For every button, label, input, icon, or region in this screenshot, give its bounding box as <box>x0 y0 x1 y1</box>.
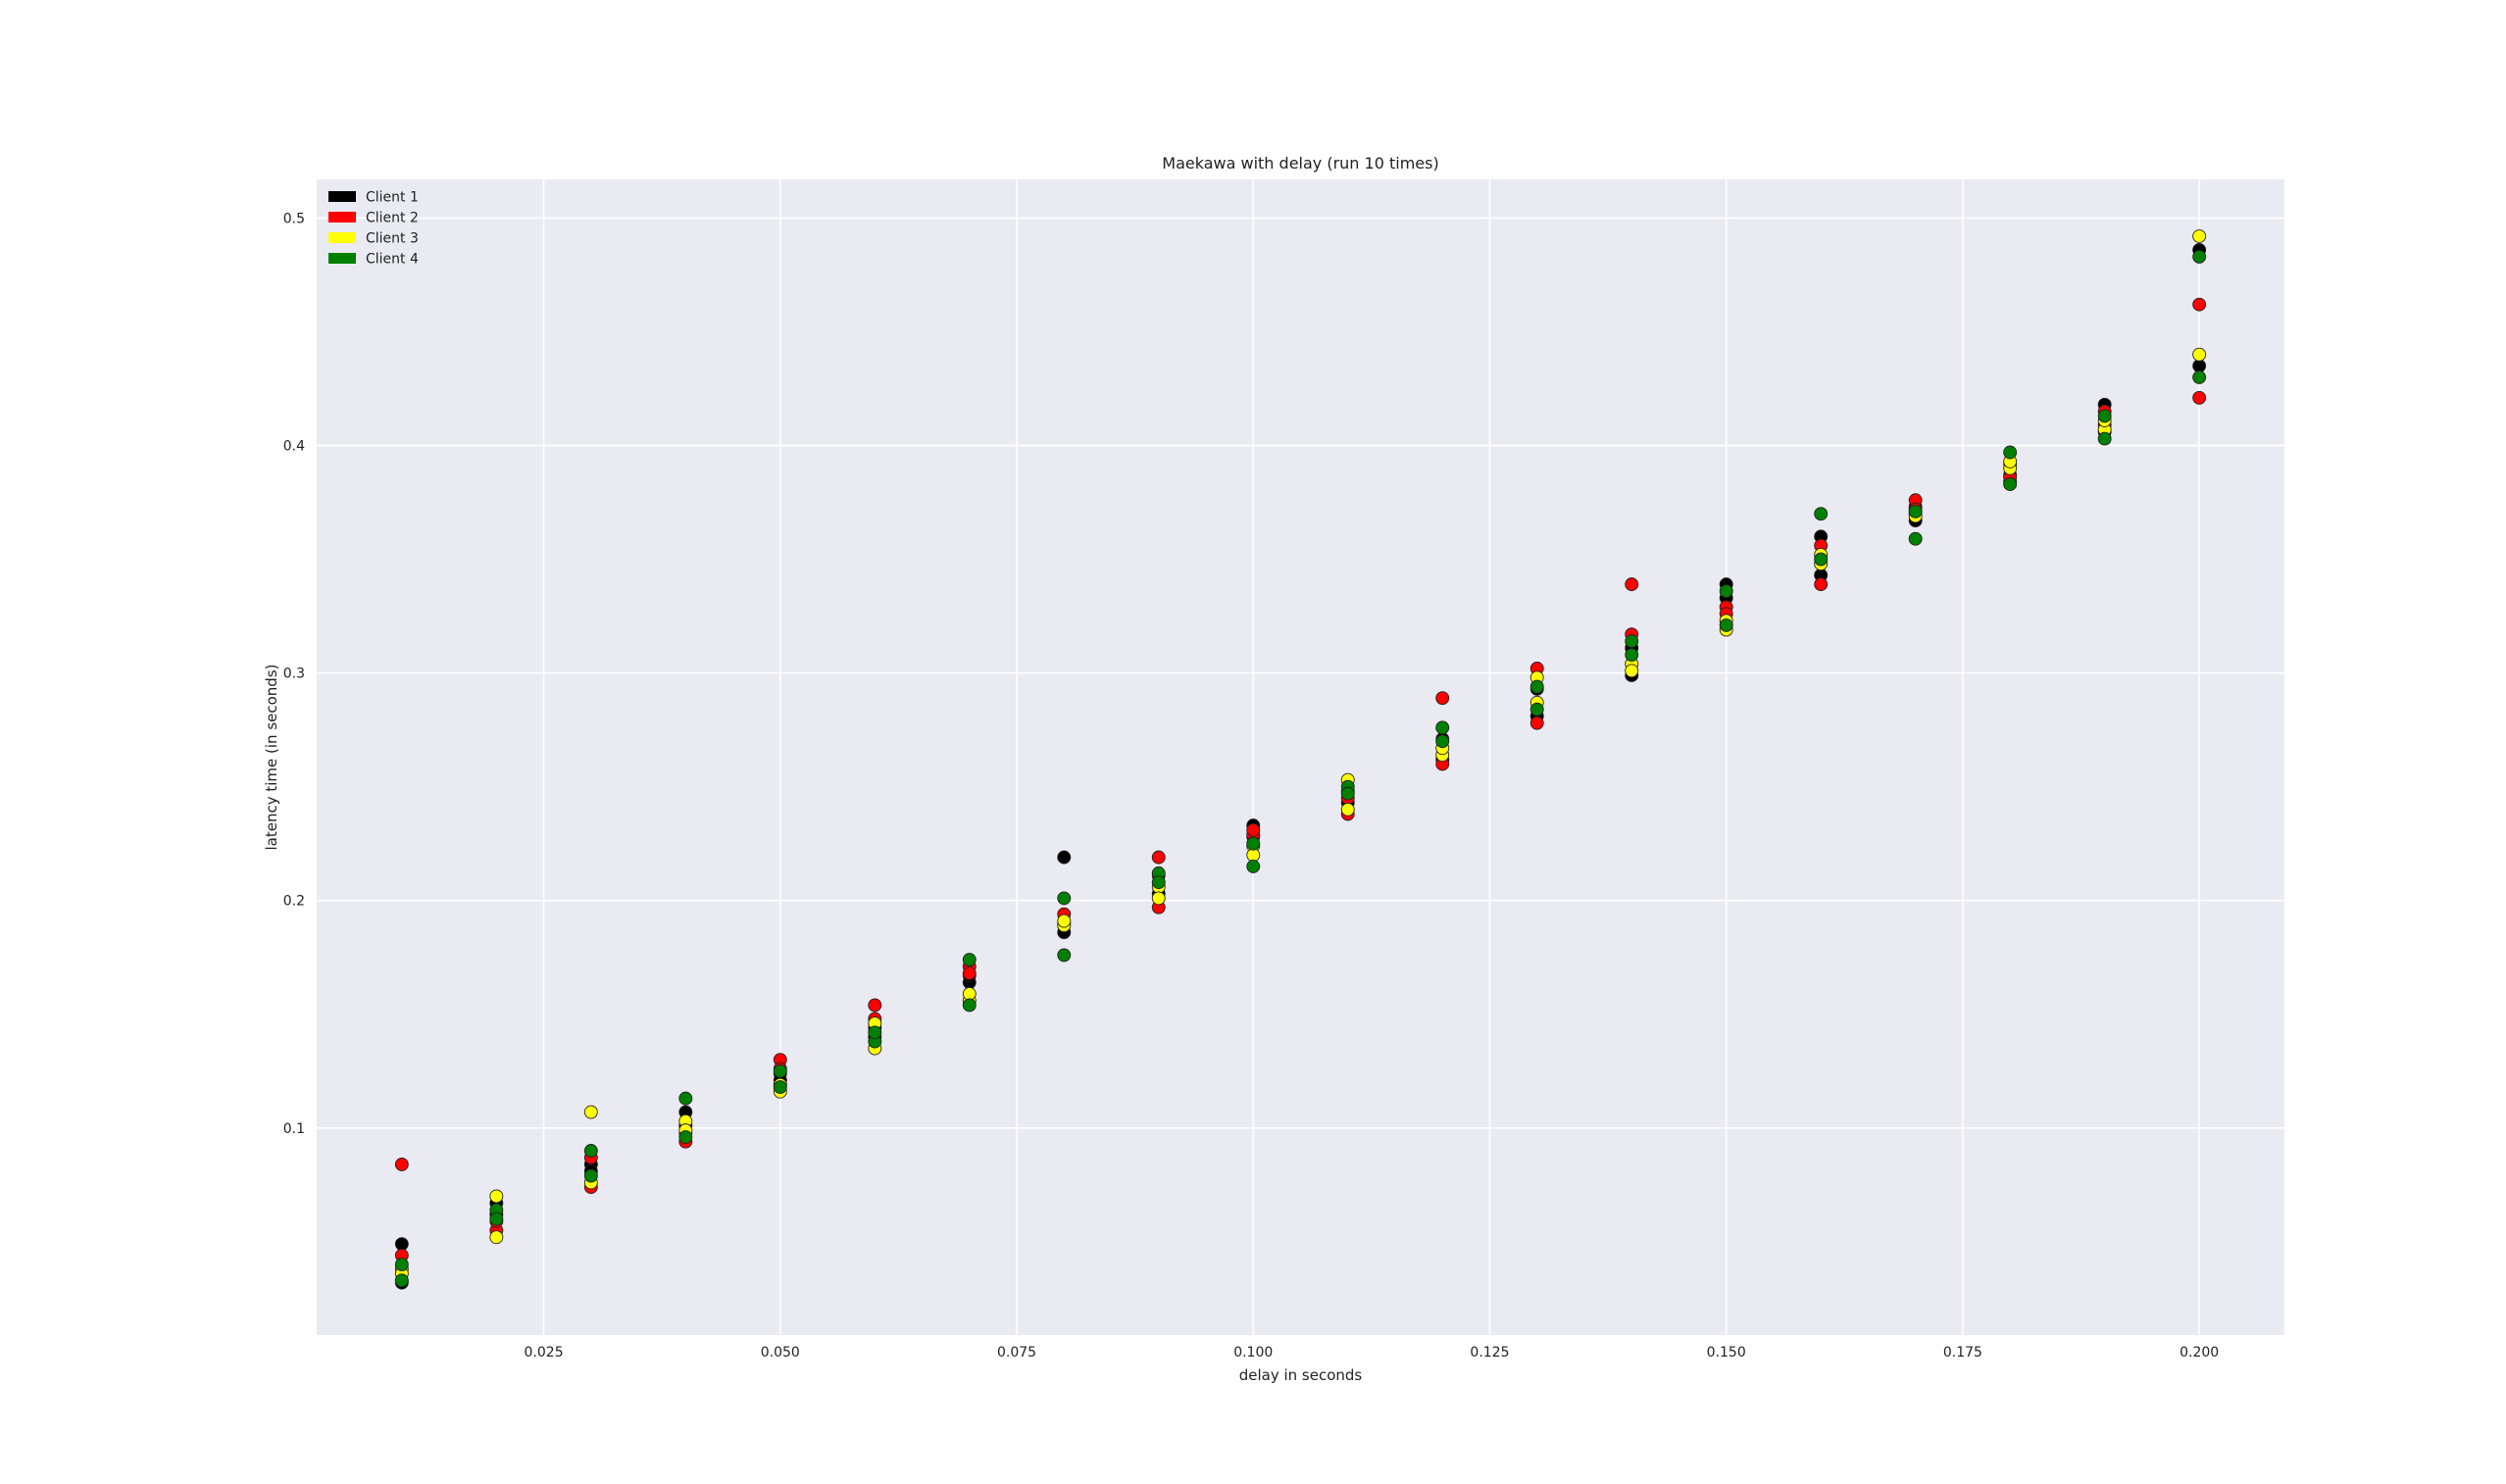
x-tick-label: 0.150 <box>1707 1345 1746 1360</box>
y-axis-label: latency time (in seconds) <box>263 665 280 851</box>
y-axis-ticks: 0.1 0.2 0.3 0.4 0.5 <box>283 211 305 1136</box>
x-tick-label: 0.025 <box>525 1345 564 1360</box>
data-point <box>583 1168 598 1183</box>
data-point <box>394 1237 409 1252</box>
data-point <box>1057 948 1072 963</box>
data-point <box>868 1025 882 1040</box>
data-point <box>583 1144 598 1158</box>
data-point <box>1814 507 1829 521</box>
y-tick-label: 0.3 <box>283 667 305 682</box>
x-tick-label: 0.050 <box>761 1345 800 1360</box>
legend-swatch <box>328 253 356 264</box>
plot-area <box>317 179 2284 1335</box>
data-point <box>1625 634 1639 649</box>
data-point <box>1814 577 1829 592</box>
data-point <box>1719 584 1733 599</box>
data-point <box>2192 347 2207 362</box>
legend-swatch <box>328 232 356 243</box>
data-point <box>394 1258 409 1272</box>
data-point <box>2192 370 2207 384</box>
data-point <box>2192 297 2207 312</box>
data-point <box>1908 504 1923 519</box>
data-point <box>489 1230 504 1245</box>
y-tick-label: 0.4 <box>283 439 305 455</box>
grid <box>317 179 2284 1335</box>
data-point <box>1435 720 1450 735</box>
legend-swatch <box>328 191 356 202</box>
x-tick-label: 0.200 <box>2180 1345 2219 1360</box>
data-points <box>394 229 2207 1290</box>
data-point <box>1340 786 1355 801</box>
x-axis-label: delay in seconds <box>1239 1366 1363 1384</box>
data-point <box>962 986 977 1001</box>
data-point <box>1625 664 1639 678</box>
data-point <box>1814 552 1829 567</box>
data-point <box>678 1091 693 1106</box>
data-point <box>1151 891 1166 906</box>
data-point <box>1625 648 1639 663</box>
data-point <box>1435 734 1450 749</box>
data-point <box>1246 859 1261 873</box>
data-point <box>2192 359 2207 373</box>
data-point <box>1908 531 1923 546</box>
legend: Client 1 Client 2 Client 3 Client 4 <box>328 190 419 268</box>
data-point <box>2097 431 2112 446</box>
data-point <box>394 1273 409 1288</box>
data-point <box>2192 229 2207 243</box>
data-point <box>489 1212 504 1226</box>
y-tick-label: 0.1 <box>283 1121 305 1137</box>
legend-label: Client 4 <box>366 252 419 268</box>
data-point <box>1057 891 1072 906</box>
x-tick-label: 0.125 <box>1470 1345 1509 1360</box>
data-point <box>1719 618 1733 632</box>
data-point <box>2097 409 2112 423</box>
data-point <box>868 998 882 1013</box>
x-axis-ticks: 0.025 0.050 0.075 0.100 0.125 0.150 0.175 0.200 <box>525 1345 2220 1360</box>
chart-title: Maekawa with delay (run 10 times) <box>1162 154 1438 173</box>
x-tick-label: 0.175 <box>1943 1345 1982 1360</box>
x-tick-label: 0.075 <box>997 1345 1036 1360</box>
data-point <box>583 1105 598 1119</box>
data-point <box>1529 679 1544 694</box>
y-tick-label: 0.2 <box>283 894 305 910</box>
data-point <box>2192 249 2207 264</box>
data-point <box>1246 836 1261 851</box>
y-tick-label: 0.5 <box>283 211 305 226</box>
data-point <box>1246 848 1261 863</box>
data-point <box>1151 875 1166 890</box>
data-point <box>1529 702 1544 717</box>
data-point <box>678 1130 693 1145</box>
legend-label: Client 3 <box>366 231 419 247</box>
legend-label: Client 1 <box>366 190 419 206</box>
x-tick-label: 0.100 <box>1233 1345 1273 1360</box>
data-point <box>1625 577 1639 592</box>
data-point <box>773 1080 787 1094</box>
data-point <box>489 1189 504 1204</box>
legend-label: Client 2 <box>366 211 419 226</box>
data-point <box>962 953 977 967</box>
data-point <box>1246 822 1261 837</box>
data-point <box>1340 802 1355 816</box>
data-point <box>1057 850 1072 865</box>
data-point <box>2192 390 2207 405</box>
data-point <box>962 966 977 980</box>
data-point <box>1057 914 1072 928</box>
data-point <box>773 1064 787 1078</box>
data-point <box>394 1157 409 1171</box>
data-point <box>1435 691 1450 706</box>
series-4 <box>394 249 2207 1288</box>
data-point <box>2003 445 2018 460</box>
data-point <box>1151 850 1166 865</box>
data-point <box>1529 716 1544 730</box>
legend-swatch <box>328 212 356 223</box>
data-point <box>962 998 977 1013</box>
data-point <box>2003 477 2018 491</box>
